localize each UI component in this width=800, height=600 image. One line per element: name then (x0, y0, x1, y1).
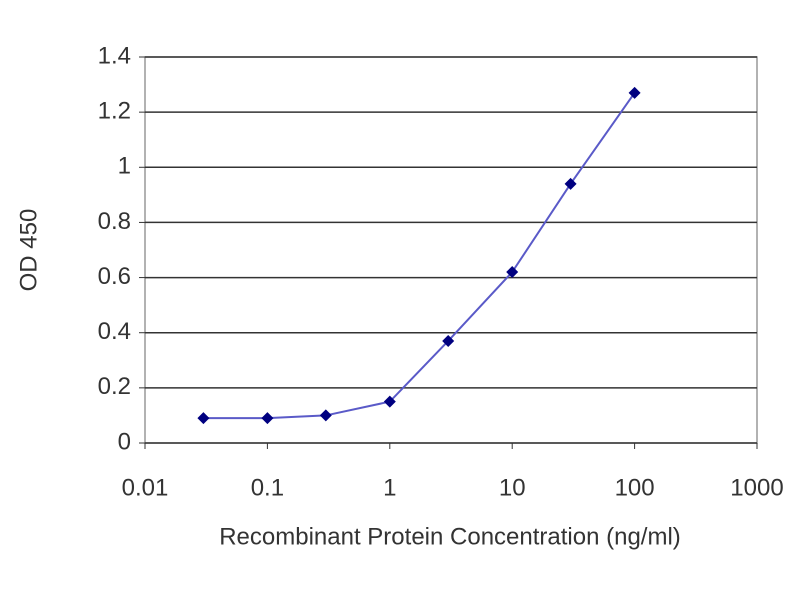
y-tick-label: 1.2 (98, 97, 131, 124)
data-point (564, 177, 577, 190)
plot-area (144, 56, 758, 444)
x-axis-label: Recombinant Protein Concentration (ng/ml… (219, 523, 681, 550)
y-tick-label: 0.2 (98, 373, 131, 400)
data-point (628, 86, 641, 99)
y-tick-label: 0.8 (98, 208, 131, 235)
y-tick-label: 0 (118, 428, 131, 455)
y-axis-label: OD 450 (15, 209, 42, 292)
x-tick-label: 1000 (730, 474, 783, 501)
y-tick-label: 1.4 (98, 42, 131, 69)
x-tick-label: 0.01 (122, 474, 169, 501)
series-line (203, 92, 636, 420)
y-tick-label: 1 (118, 153, 131, 180)
y-tick-label: 0.4 (98, 318, 131, 345)
data-point (197, 412, 210, 425)
x-tick-label: 0.1 (251, 474, 284, 501)
data-point (442, 334, 455, 347)
x-tick-label: 1 (383, 474, 396, 501)
data-point (319, 409, 332, 422)
data-point (383, 395, 396, 408)
data-point (506, 266, 519, 279)
y-tick-label: 0.6 (98, 263, 131, 290)
x-tick-label: 100 (615, 474, 655, 501)
data-point (261, 412, 274, 425)
x-tick-label: 10 (499, 474, 526, 501)
